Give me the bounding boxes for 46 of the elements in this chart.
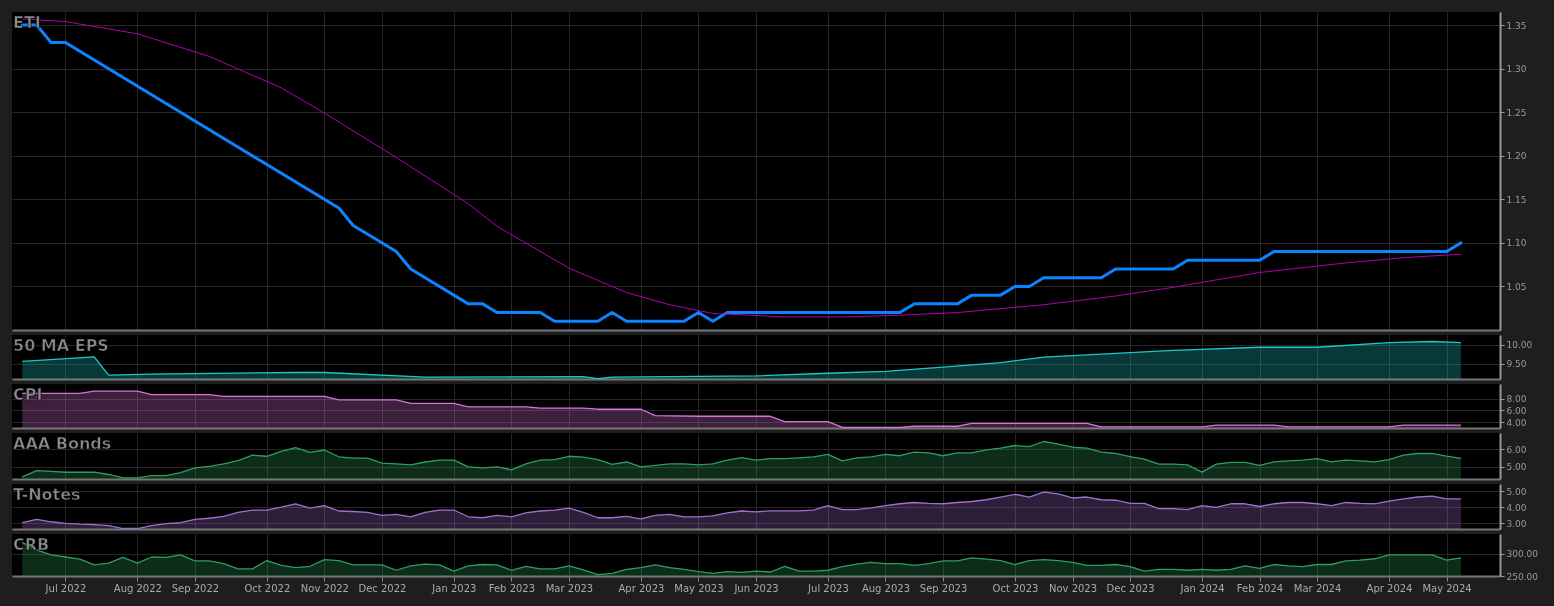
y-tick-label: 1.10: [1506, 238, 1527, 249]
x-tick-label: Nov 2023: [1048, 582, 1098, 594]
x-tick-label: Mar 2024: [1293, 582, 1342, 594]
x-tick-label: Feb 2024: [1236, 582, 1284, 594]
x-tick-label: May 2023: [674, 582, 724, 594]
y-tick-label: 9.50: [1506, 359, 1527, 370]
y-tick-label: 6.00: [1506, 405, 1527, 416]
x-tick-label: May 2024: [1422, 582, 1472, 594]
x-tick-label: Sep 2023: [919, 582, 968, 594]
x-tick-label: Jun 2023: [733, 582, 779, 594]
y-tick-label: 1.35: [1506, 20, 1527, 31]
x-tick-label: Dec 2023: [1106, 582, 1155, 594]
y-tick-label: 300.00: [1506, 549, 1539, 560]
y-tick-label: 3.00: [1506, 518, 1527, 529]
x-tick-label: Jan 2024: [1179, 582, 1225, 594]
x-tick-label: Nov 2022: [300, 582, 349, 594]
chart-title: 50 MA EPS: [13, 336, 109, 355]
x-tick-label: Mar 2023: [545, 582, 594, 594]
x-tick-label: Dec 2022: [358, 582, 407, 594]
y-tick-label: 10.00: [1506, 340, 1533, 351]
x-tick-label: Jul 2022: [44, 582, 87, 594]
y-tick-label: 4.00: [1506, 417, 1527, 428]
x-tick-label: Apr 2023: [618, 582, 665, 594]
x-tick-label: Oct 2022: [244, 582, 291, 594]
x-tick-label: Jan 2023: [431, 582, 477, 594]
y-tick-label: 1.05: [1506, 281, 1527, 292]
y-tick-label: 4.00: [1506, 502, 1527, 513]
x-tick-label: Aug 2023: [861, 582, 911, 594]
x-tick-label: Oct 2023: [992, 582, 1039, 594]
y-tick-label: 6.00: [1506, 444, 1527, 455]
chart-title: AAA Bonds: [13, 434, 112, 453]
chart-title: CRB: [13, 535, 50, 554]
x-tick-label: Apr 2024: [1366, 582, 1413, 594]
x-tick-label: Jul 2023: [807, 582, 849, 594]
y-tick-label: 1.25: [1506, 107, 1527, 118]
y-tick-label: 1.15: [1506, 194, 1527, 205]
y-tick-label: 250.00: [1506, 571, 1539, 582]
x-tick-label: Sep 2022: [171, 582, 220, 594]
y-tick-label: 8.00: [1506, 394, 1527, 405]
y-tick-label: 1.30: [1506, 64, 1527, 75]
x-tick-label: Aug 2022: [113, 582, 162, 594]
y-tick-label: 1.20: [1506, 151, 1527, 162]
x-tick-label: Feb 2023: [488, 582, 536, 594]
y-tick-label: 5.00: [1506, 486, 1527, 497]
y-tick-label: 5.00: [1506, 462, 1527, 473]
chart-title: T-Notes: [13, 485, 81, 504]
